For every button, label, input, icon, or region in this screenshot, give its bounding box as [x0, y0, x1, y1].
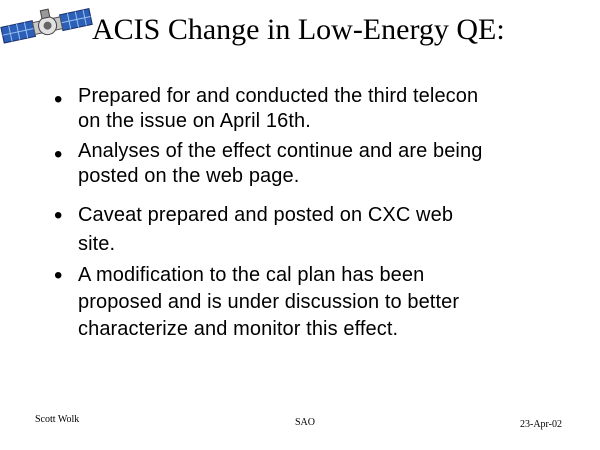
footer-date: 23-Apr-02 [520, 419, 563, 430]
bullet-2-line-1: Analyses of the effect continue and are … [78, 140, 483, 162]
bullet-1-text: Prepared for and conducted the third tel… [78, 84, 578, 134]
bullet-3-line-1: Caveat prepared and posted on CXC web [78, 204, 454, 226]
bullet-3-text: Caveat prepared and posted on CXC web si… [78, 201, 578, 259]
bullet-4-icon: • [54, 262, 63, 289]
bullet-1-icon: • [54, 86, 63, 113]
bullet-2-icon: • [54, 141, 63, 168]
bullet-1-line-2: on the issue on April 16th. [78, 110, 311, 132]
bullet-4-line-3: characterize and monitor this effect. [78, 318, 399, 340]
footer-author: Scott Wolk [35, 414, 80, 425]
bullet-2-text: Analyses of the effect continue and are … [78, 139, 578, 189]
bullet-4-line-2: proposed and is under discussion to bett… [78, 291, 460, 313]
bullet-3-icon: • [54, 202, 63, 229]
bullet-4-line-1: A modification to the cal plan has been [78, 264, 425, 286]
bullet-2-line-2: posted on the web page. [78, 165, 300, 187]
satellite-icon [0, 8, 93, 44]
slide-title: ACIS Change in Low-Energy QE: [92, 13, 505, 46]
bullet-4-text: A modification to the cal plan has been … [78, 262, 578, 343]
bullet-1-line-1: Prepared for and conducted the third tel… [78, 85, 479, 107]
bullet-3-line-2: site. [78, 233, 116, 255]
footer-org: SAO [295, 417, 316, 428]
